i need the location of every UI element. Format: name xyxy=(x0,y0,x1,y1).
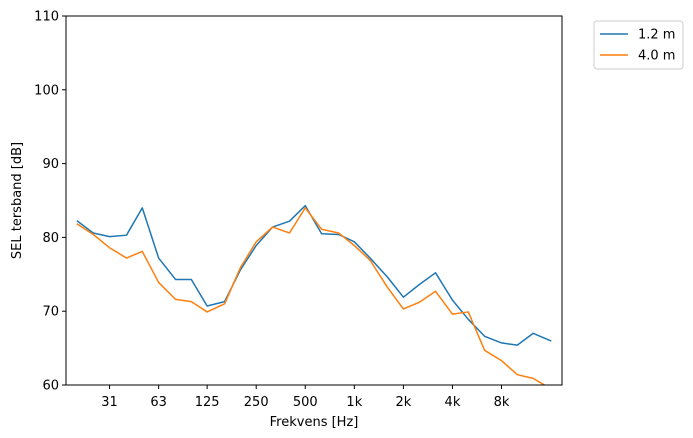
legend: 1.2 m 4.0 m xyxy=(593,20,684,70)
x-tick-label: 2k xyxy=(395,395,411,410)
x-tick-label: 500 xyxy=(293,395,318,410)
y-tick-label: 80 xyxy=(42,231,59,246)
y-axis-label: SEL tersband [dB] xyxy=(10,142,25,259)
x-tick-label: 31 xyxy=(101,395,118,410)
y-tick-label: 60 xyxy=(42,379,59,394)
series-line-2 xyxy=(76,207,546,385)
legend-label-1: 1.2 m xyxy=(638,28,675,43)
x-axis-label: Frekvens [Hz] xyxy=(270,415,359,430)
x-axis: 31 63 125 250 500 1k 2k 4k 8k xyxy=(101,385,510,410)
plot-area xyxy=(65,15,563,386)
x-tick-label: 8k xyxy=(494,395,510,410)
series-line-1 xyxy=(76,204,552,346)
y-axis: 60 70 80 90 100 110 xyxy=(34,10,66,394)
y-tick-label: 100 xyxy=(34,83,59,98)
plot-frame xyxy=(65,15,563,386)
x-tick-label: 63 xyxy=(150,395,167,410)
legend-label-2: 4.0 m xyxy=(638,49,675,64)
y-tick-label: 90 xyxy=(42,157,59,172)
x-tick-label: 1k xyxy=(346,395,362,410)
y-tick-label: 70 xyxy=(42,305,59,320)
series-layer xyxy=(76,204,552,385)
x-tick-label: 4k xyxy=(445,395,461,410)
x-tick-label: 125 xyxy=(195,395,220,410)
legend-frame xyxy=(593,20,684,70)
y-tick-label: 110 xyxy=(34,10,59,25)
x-tick-label: 250 xyxy=(244,395,269,410)
